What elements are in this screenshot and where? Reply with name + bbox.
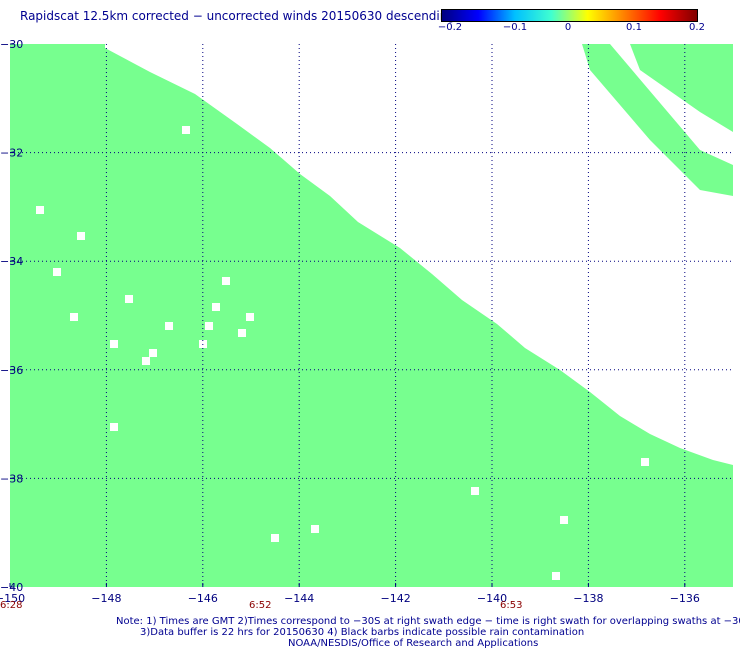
lon-tick-label: −140 [477,592,507,605]
data-gap [222,277,230,285]
data-gap [471,487,479,495]
data-gap [238,329,246,337]
lat-tick-label: −30 [0,38,23,51]
lon-tick-label: −142 [380,592,410,605]
data-gap [165,322,173,330]
data-gap [641,458,649,466]
data-gap [36,206,44,214]
colorbar [441,9,698,22]
lat-tick-label: −40 [0,581,23,594]
lat-tick-label: −34 [0,255,23,268]
swath-strip [630,44,733,132]
swath-strip [582,44,733,196]
colorbar-label: 0.1 [626,22,642,33]
data-gap [110,423,118,431]
data-gap [142,357,150,365]
lat-tick-label: −38 [0,472,23,485]
footnote-line-2: 3)Data buffer is 22 hrs for 20150630 4) … [140,627,585,638]
swath-time-label: 6:53 [500,600,522,611]
data-gap [271,534,279,542]
data-gap [125,295,133,303]
map-title: Rapidscat 12.5km corrected − uncorrected… [20,9,455,23]
footnote-line-3: NOAA/NESDIS/Office of Research and Appli… [288,638,539,649]
data-gap [110,340,118,348]
data-gap [311,525,319,533]
colorbar-label: 0 [564,22,572,33]
data-gap [149,349,157,357]
data-gap [70,313,78,321]
colorbar-label: −0.2 [437,22,463,33]
data-gap [205,322,213,330]
swath-coverage [10,44,733,587]
footnote-line-1: Note: 1) Times are GMT 2)Times correspon… [116,616,740,627]
data-gap [77,232,85,240]
colorbar-label: 0.2 [689,22,705,33]
colorbar-label: −0.1 [502,22,528,33]
data-gap [212,303,220,311]
data-gap [552,572,560,580]
data-gap [560,516,568,524]
lat-tick-label: −36 [0,364,23,377]
lon-tick-label: −150 [0,592,25,605]
data-gap [246,313,254,321]
lon-tick-label: −136 [670,592,700,605]
swath-time-label: 6:28 [0,600,22,611]
lon-tick-label: −144 [284,592,314,605]
lat-tick-label: −32 [0,147,23,160]
data-gap [182,126,190,134]
lon-tick-label: −148 [91,592,121,605]
data-gap [53,268,61,276]
lon-tick-label: −146 [188,592,218,605]
lon-tick-label: −138 [573,592,603,605]
swath-time-label: 6:52 [249,600,271,611]
